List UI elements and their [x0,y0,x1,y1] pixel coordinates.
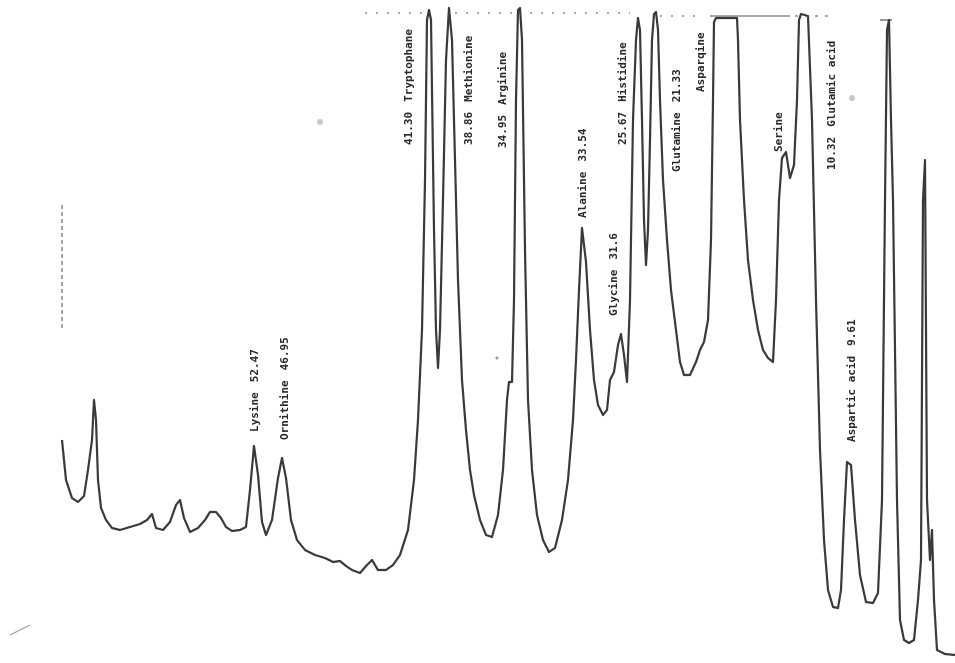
peak-label-serine: Serine [772,112,785,152]
peak-label-glutamine: Glutamine21.33 [670,69,683,172]
scan-specks [317,95,855,360]
peak-label-glutamic-acid: 10.32Glutamic acid [825,41,838,170]
peak-label-tryptophane: 41.30Tryptophane [402,29,415,145]
peak-label-methionine: 38.86Methionine [462,35,475,145]
left-edge-marks [9,205,63,636]
peak-label-alanine: Alanine33.54 [576,128,589,218]
peak-label-histidine: 25.67Histidine [616,42,629,145]
peak-label-glycine: Glycine31.6 [607,233,620,316]
peak-label-ornithine: Ornithine46.95 [278,337,291,440]
peak-labels: Lysine52.47 Ornithine46.95 41.30Tryptoph… [248,29,858,442]
peak-label-asparqine: Asparqine [694,32,707,92]
chromatogram-trace [60,6,955,657]
peak-label-lysine: Lysine52.47 [248,349,261,432]
peak-label-aspartic-acid: Aspartic acid9.61 [845,319,858,442]
top-timeline [365,12,892,21]
peak-label-arginine: 34.95Arginine [496,52,509,148]
